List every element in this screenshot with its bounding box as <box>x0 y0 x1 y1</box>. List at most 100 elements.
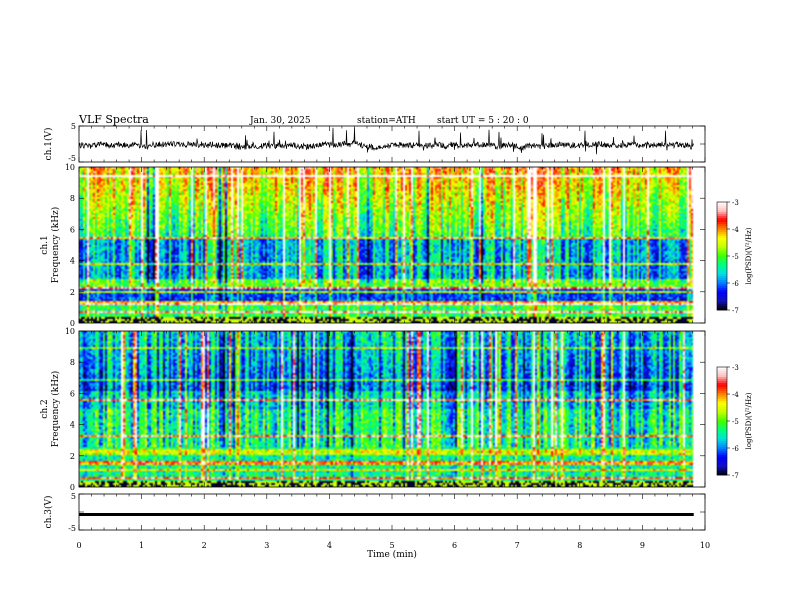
time-tick-label: 1 <box>139 541 144 550</box>
colorbar-swatch <box>717 260 727 263</box>
colorbar-swatch <box>717 236 727 239</box>
colorbar-swatch <box>717 284 727 287</box>
colorbar-swatch <box>717 435 727 438</box>
colorbar-swatch <box>717 427 727 430</box>
colorbar-swatch <box>717 367 727 370</box>
colorbar-swatch <box>717 417 727 420</box>
ch3-ytick-top: 5 <box>71 492 76 501</box>
colorbar-swatch <box>717 280 727 283</box>
colorbar-swatch <box>717 453 727 456</box>
colorbar-swatch <box>717 234 727 237</box>
colorbar-swatch <box>717 465 727 468</box>
time-tick-label: 2 <box>202 541 207 550</box>
colorbar-swatch <box>717 395 727 398</box>
colorbar-swatch <box>717 469 727 472</box>
colorbar-swatch <box>717 230 727 233</box>
colorbar-swatch <box>717 276 727 279</box>
time-tick-label: 0 <box>76 541 81 550</box>
colorbar-swatch <box>717 399 727 402</box>
colorbar-swatch <box>717 268 727 271</box>
colorbar-swatch <box>717 391 727 394</box>
time-tick-label: 9 <box>640 541 645 550</box>
colorbar-swatch <box>717 220 727 223</box>
colorbar-swatch <box>717 425 727 428</box>
time-tick-labels: 0 1 2 3 4 5 6 7 8 9 10 <box>76 541 710 550</box>
colorbar-tick-label: -4 <box>732 391 739 399</box>
ch2-spectrogram-frame <box>78 330 706 488</box>
freq-tick-label: 8 <box>70 194 75 203</box>
ch1-spectrogram-frame <box>78 166 706 324</box>
colorbar-swatch <box>717 264 727 267</box>
colorbar-swatch <box>717 296 727 299</box>
time-tick-label: 8 <box>577 541 582 550</box>
colorbar-swatch <box>717 419 727 422</box>
colorbar-swatch <box>717 433 727 436</box>
ch3-ylabel: ch.3(V) <box>43 496 54 529</box>
ch1-spectrogram-image <box>79 167 705 323</box>
colorbar-swatch <box>717 232 727 235</box>
colorbar-swatch <box>717 282 727 285</box>
colorbar-tick-label: -4 <box>732 226 739 234</box>
colorbar-swatch <box>717 431 727 434</box>
freq-tick-label: 4 <box>70 421 75 430</box>
colorbar-swatch <box>717 252 727 255</box>
colorbar-tick-label: -3 <box>732 364 739 372</box>
colorbar-swatch <box>717 473 727 476</box>
colorbar-swatch <box>717 270 727 273</box>
colorbar-swatch <box>717 254 727 257</box>
colorbar-swatch <box>717 381 727 384</box>
colorbar-swatch <box>717 393 727 396</box>
time-tick-label: 6 <box>452 541 457 550</box>
ch3-waveform-ticks <box>78 493 706 531</box>
colorbar-swatch <box>717 459 727 462</box>
colorbar-swatch <box>717 286 727 289</box>
colorbar-swatch <box>717 238 727 241</box>
colorbar-swatch <box>717 389 727 392</box>
colorbar-swatch <box>717 409 727 412</box>
colorbar-label: log(PSD)(V²/Hz) <box>745 392 753 449</box>
ch3-waveform-panel: 5 -5 ch.3(V) 0 1 2 3 4 5 6 7 8 9 10 Time (min) <box>43 492 710 560</box>
colorbar-tick-label: -6 <box>732 280 739 288</box>
colorbar-swatch <box>717 387 727 390</box>
ch1-waveform-frame <box>78 125 706 163</box>
ch3-ytick-bottom: -5 <box>68 524 76 533</box>
colorbar-swatch <box>717 214 727 217</box>
colorbar-swatch <box>717 202 727 205</box>
ch1-waveform-trace <box>78 127 694 155</box>
colorbar-swatch <box>717 403 727 406</box>
colorbar-swatch <box>717 218 727 221</box>
colorbar-swatch <box>717 222 727 225</box>
colorbar-swatch <box>717 228 727 231</box>
ch1-waveform-panel: 5 -5 ch.1(V) <box>43 122 706 163</box>
freq-tick-label: 0 <box>70 319 75 328</box>
ch2-spectrogram-image <box>79 331 705 487</box>
ch2-freq-tick-labels: 0 2 4 6 8 10 <box>65 327 75 492</box>
colorbar-swatch <box>717 385 727 388</box>
colorbar-swatch <box>717 290 727 293</box>
colorbar-swatch <box>717 206 727 209</box>
colorbar-swatch <box>717 441 727 444</box>
colorbar-swatch <box>717 294 727 297</box>
colorbar-swatch <box>717 256 727 259</box>
freq-tick-label: 0 <box>70 483 75 492</box>
colorbar-swatch <box>717 302 727 305</box>
time-tick-label: 3 <box>264 541 269 550</box>
colorbar-swatch <box>717 415 727 418</box>
colorbar-swatch <box>717 288 727 291</box>
colorbar-swatch <box>717 242 727 245</box>
ch1-channel-label: ch.1 <box>40 235 50 254</box>
colorbar-swatch <box>717 407 727 410</box>
colorbar-swatch <box>717 292 727 295</box>
ch1-ytick-bottom: -5 <box>68 154 76 163</box>
colorbar-tick-label: -7 <box>732 307 739 315</box>
time-tick-label: 7 <box>515 541 520 550</box>
ch3-waveform-trace <box>79 513 694 516</box>
colorbar-swatch <box>717 423 727 426</box>
date-label: Jan. 30, 2025 <box>249 116 311 126</box>
colorbar-swatch <box>717 272 727 275</box>
colorbar-swatch <box>717 411 727 414</box>
colorbar-tick-label: -5 <box>732 253 739 261</box>
colorbar-tick-label: -3 <box>732 199 739 207</box>
colorbar-swatch <box>717 216 727 219</box>
colorbar-swatch <box>717 437 727 440</box>
